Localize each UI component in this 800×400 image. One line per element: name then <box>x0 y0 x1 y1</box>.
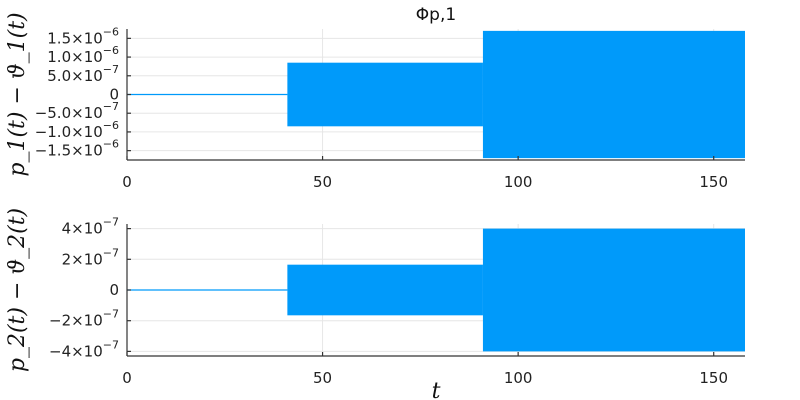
y-tick-exponent: −6 <box>103 25 119 38</box>
y-tick-label: −5.0×10−7 <box>35 100 119 122</box>
chart-title: Φp,1 <box>416 5 456 25</box>
x-tick-label: 150 <box>699 369 728 387</box>
x-tick-label: 50 <box>313 369 332 387</box>
x-tick-label: 50 <box>313 173 332 191</box>
y-tick-label: 1.5×10−6 <box>47 25 119 47</box>
x-tick-label: 100 <box>504 173 533 191</box>
y-axis-label: p_1(t) − ϑ_1(t) <box>5 12 30 176</box>
series-segment-oscillation <box>482 228 745 352</box>
x-tick-label: 100 <box>504 369 533 387</box>
y-tick-label: −1.0×10−6 <box>35 119 119 141</box>
y-tick-label: 5.0×10−7 <box>47 63 119 85</box>
y-tick-label: −2×10−7 <box>49 308 119 330</box>
y-tick-exponent: −7 <box>103 216 119 229</box>
x-tick-label: 150 <box>699 173 728 191</box>
y-tick-label: 1.0×10−6 <box>47 44 119 66</box>
y-tick-label: −4×10−7 <box>49 338 119 360</box>
y-tick-exponent: −7 <box>103 338 119 351</box>
series-segment-oscillation <box>287 62 483 127</box>
y-tick-exponent: −7 <box>103 246 119 259</box>
y-tick-mantissa: 1.0×10 <box>47 48 103 66</box>
y-tick-mantissa: 0 <box>109 86 119 104</box>
y-tick-exponent: −6 <box>103 138 119 151</box>
series-segment-oscillation <box>482 30 745 159</box>
y-axis-label: p_2(t) − ϑ_2(t) <box>5 208 30 372</box>
top-panel: 0 50 100 1501.5×10−61.0×10−65.0×10−70−5.0×1… <box>5 5 745 191</box>
y-tick-mantissa: −1.0×10 <box>35 123 103 141</box>
y-tick-mantissa: 1.5×10 <box>47 29 103 47</box>
y-tick-mantissa: 0 <box>109 281 119 299</box>
y-tick-label: −1.5×10−6 <box>35 138 119 160</box>
x-axis-label: t <box>432 379 441 400</box>
y-tick-exponent: −7 <box>103 63 119 76</box>
y-tick-mantissa: −4×10 <box>49 342 103 360</box>
bottom-panel: 0 50 100 1504×10−72×10−70−2×10−7−4×10−7p_2(… <box>5 208 745 400</box>
y-tick-mantissa: 2×10 <box>62 250 103 268</box>
x-tick-label: 0 <box>122 369 132 387</box>
y-tick-mantissa: 5.0×10 <box>47 67 103 85</box>
y-tick-exponent: −6 <box>103 119 119 132</box>
y-tick-mantissa: −2×10 <box>49 312 103 330</box>
y-tick-mantissa: −1.5×10 <box>35 142 103 160</box>
y-tick-exponent: −7 <box>103 308 119 321</box>
y-tick-label: 0 <box>109 281 119 299</box>
y-tick-mantissa: 4×10 <box>62 220 103 238</box>
y-tick-label: 0 <box>109 86 119 104</box>
series-segment-oscillation <box>287 264 483 316</box>
y-tick-label: 2×10−7 <box>62 246 119 268</box>
y-tick-exponent: −6 <box>103 44 119 57</box>
y-tick-mantissa: −5.0×10 <box>35 104 103 122</box>
x-tick-label: 0 <box>122 173 132 191</box>
y-tick-exponent: −7 <box>103 100 119 113</box>
y-tick-label: 4×10−7 <box>62 216 119 238</box>
